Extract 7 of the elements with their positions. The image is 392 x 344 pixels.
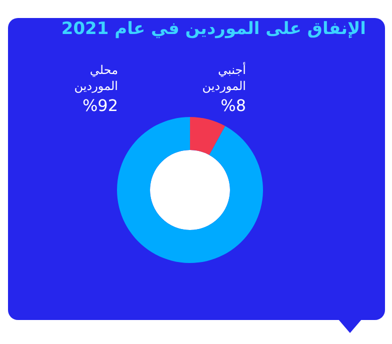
data-label: %8 (220, 96, 246, 115)
slice-label: أجنبي الموردين (202, 62, 246, 93)
donut-slice (117, 117, 263, 263)
chart-title: الإنفاق على الموردين في عام 2021 (61, 19, 366, 39)
slice-label: محلي الموردين (74, 63, 118, 93)
data-label: %92 (82, 96, 118, 115)
donut-slice (190, 117, 226, 155)
